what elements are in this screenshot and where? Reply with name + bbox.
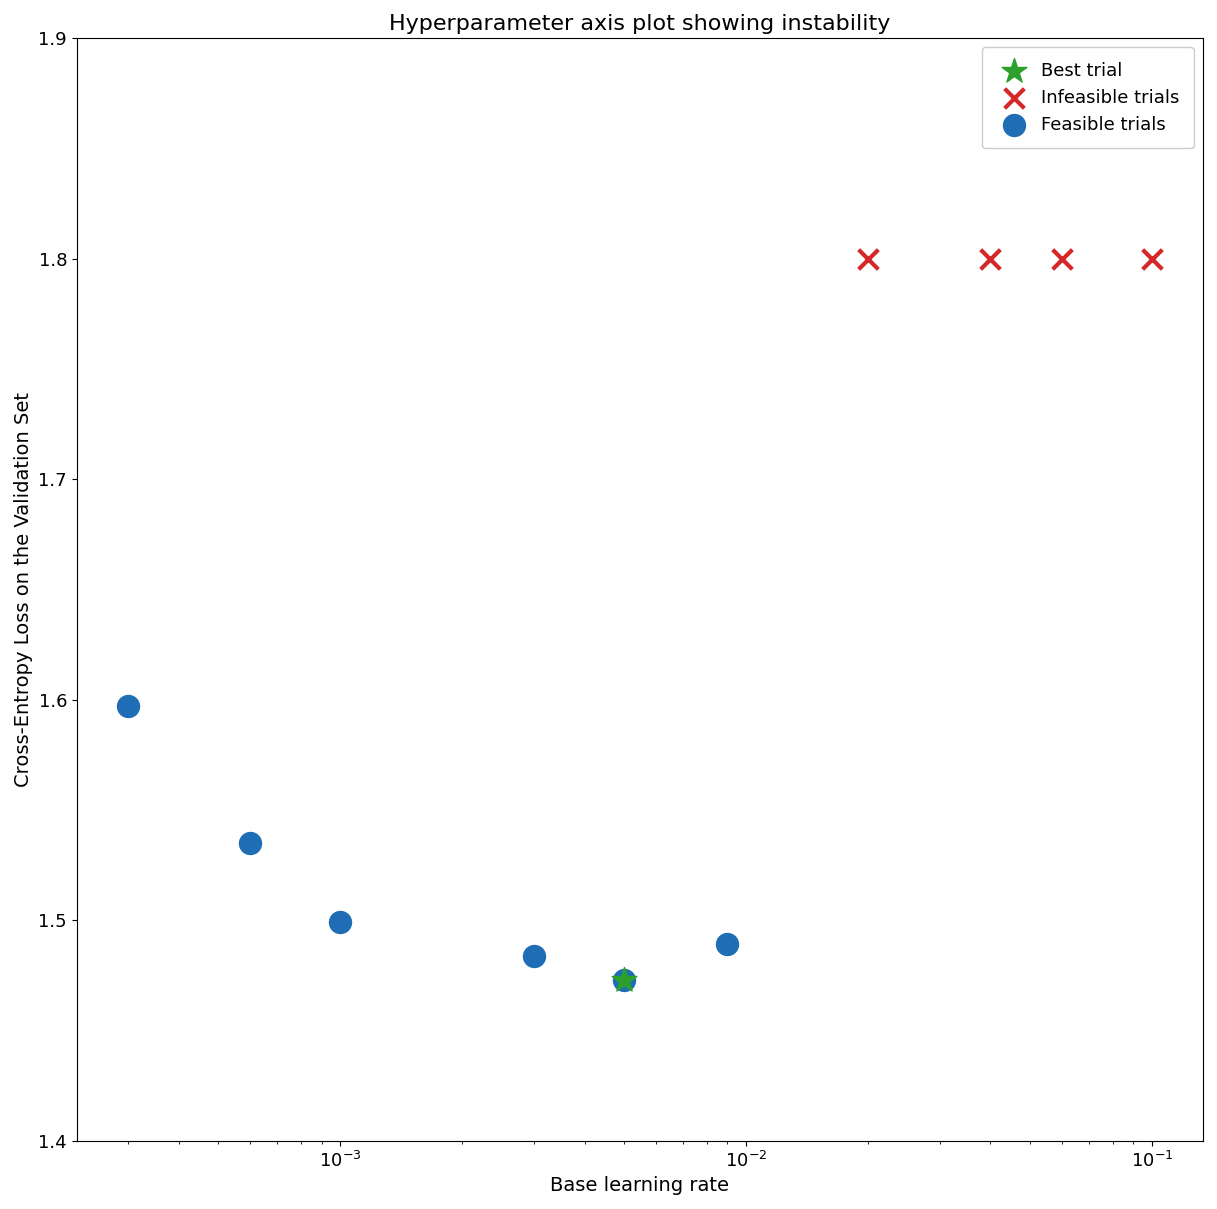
Infeasible trials <box>981 249 1000 268</box>
Y-axis label: Cross-Entropy Loss on the Validation Set: Cross-Entropy Loss on the Validation Set <box>13 392 33 787</box>
Best trial <box>615 970 634 989</box>
X-axis label: Base learning rate: Base learning rate <box>550 1176 729 1196</box>
Feasible trials <box>615 970 634 989</box>
Feasible trials <box>241 833 260 852</box>
Feasible trials <box>525 945 544 965</box>
Infeasible trials <box>1143 249 1162 268</box>
Feasible trials <box>118 696 138 716</box>
Legend: Best trial, Infeasible trials, Feasible trials: Best trial, Infeasible trials, Feasible … <box>982 47 1194 149</box>
Infeasible trials <box>1053 249 1072 268</box>
Title: Hyperparameter axis plot showing instability: Hyperparameter axis plot showing instabi… <box>389 13 891 34</box>
Feasible trials <box>718 935 738 954</box>
Infeasible trials <box>858 249 877 268</box>
Feasible trials <box>331 913 350 932</box>
